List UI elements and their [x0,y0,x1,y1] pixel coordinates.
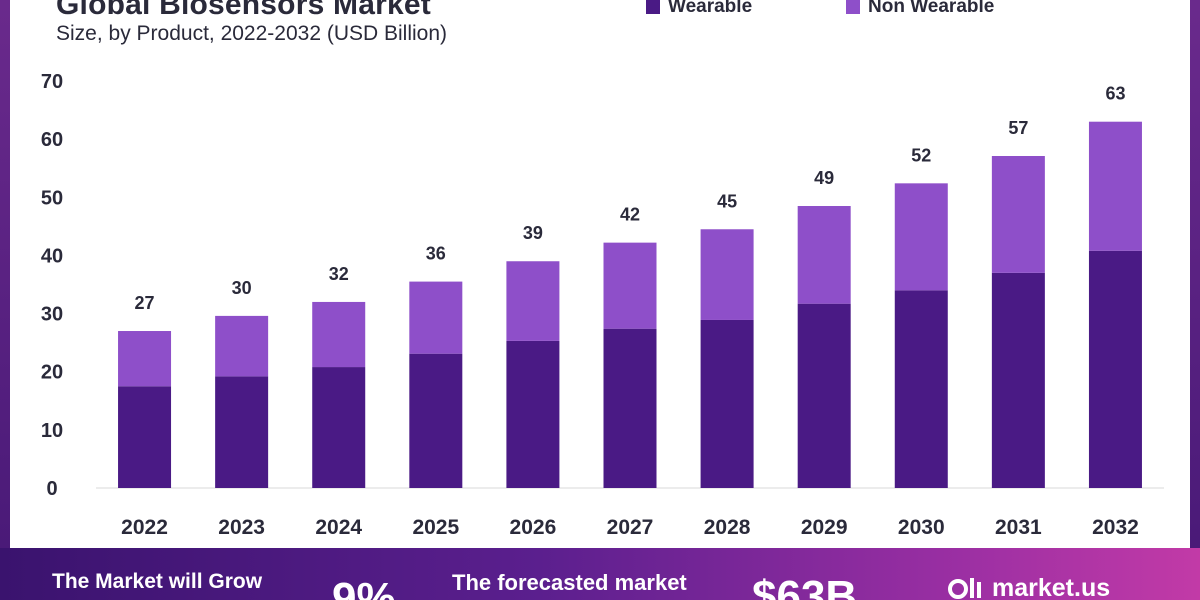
bar-wearable [118,386,172,488]
bar-non-wearable [409,281,463,354]
bar-wearable [603,328,657,488]
banner-forecast-value: $63B [752,572,858,600]
bar-total-label: 39 [523,223,543,243]
bar-wearable [506,340,560,488]
bar-wearable [991,272,1045,488]
brand-name: market.us [992,574,1111,600]
bar-non-wearable [118,331,172,387]
bar-wearable [409,353,463,488]
right-frame-border [1190,0,1200,548]
bar-non-wearable [215,315,269,377]
bar-total-label: 49 [814,168,834,188]
y-tick-label: 0 [46,478,57,500]
bar-total-label: 27 [135,293,155,313]
x-tick-label: 2032 [1092,516,1139,539]
legend-swatch-non-wearable [846,0,860,14]
x-tick-label: 2030 [898,516,945,539]
banner-growth-value: 9% [332,574,396,600]
y-tick-label: 40 [41,245,63,267]
y-tick-label: 50 [41,187,63,209]
bar-total-label: 63 [1105,84,1125,104]
market-us-logo-icon [948,577,981,599]
bar-non-wearable [991,156,1045,273]
x-tick-label: 2026 [510,516,557,539]
bar-non-wearable [894,183,948,291]
x-tick-label: 2027 [607,516,654,539]
bar-wearable [894,290,948,488]
bar-total-label: 52 [911,145,931,165]
chart-legend: Wearable Non Wearable [0,0,1200,20]
bar-total-label: 32 [329,264,349,284]
bar-total-label: 57 [1008,118,1028,138]
bar-total-label: 36 [426,244,446,264]
x-tick-label: 2025 [412,516,459,539]
x-tick-label: 2031 [995,516,1042,539]
bar-non-wearable [1088,121,1142,251]
legend-swatch-wearable [646,0,660,14]
bar-non-wearable [312,301,366,368]
legend-label-wearable: Wearable [668,0,753,17]
legend-item-non-wearable: Non Wearable [846,0,994,18]
bar-chart: 0102030405060702720223020233220243620253… [41,71,1164,539]
banner-forecast-text: The forecasted market [452,570,687,595]
chart-subtitle: Size, by Product, 2022-2032 (USD Billion… [56,22,448,45]
chart-title: Global Biosensors Market [56,0,431,21]
bar-wearable [312,367,366,488]
x-tick-label: 2029 [801,516,848,539]
x-tick-label: 2023 [218,516,265,539]
bar-non-wearable [700,229,754,320]
brand: market.us [948,574,1110,600]
bar-non-wearable [603,242,657,329]
bar-total-label: 30 [232,278,252,298]
bar-wearable [700,319,754,488]
bar-wearable [797,303,851,488]
banner-growth-text: The Market will Grow [52,570,263,593]
y-tick-label: 10 [41,420,63,442]
bar-wearable [215,376,269,488]
x-tick-label: 2022 [121,516,168,539]
bar-total-label: 42 [620,205,640,225]
y-tick-label: 20 [41,362,63,384]
y-tick-label: 30 [41,304,63,326]
y-tick-label: 70 [41,71,63,93]
legend-label-non-wearable: Non Wearable [868,0,995,17]
footer-banner: The Market will Grow 9% The forecasted m… [0,548,1200,600]
bar-wearable [1088,250,1142,488]
x-tick-label: 2024 [315,516,362,539]
bar-total-label: 45 [717,191,737,211]
left-frame-border [0,0,10,548]
x-tick-label: 2028 [704,516,751,539]
bar-non-wearable [506,261,560,341]
bar-non-wearable [797,206,851,304]
legend-item-wearable: Wearable [646,0,752,18]
y-tick-label: 60 [41,129,63,151]
